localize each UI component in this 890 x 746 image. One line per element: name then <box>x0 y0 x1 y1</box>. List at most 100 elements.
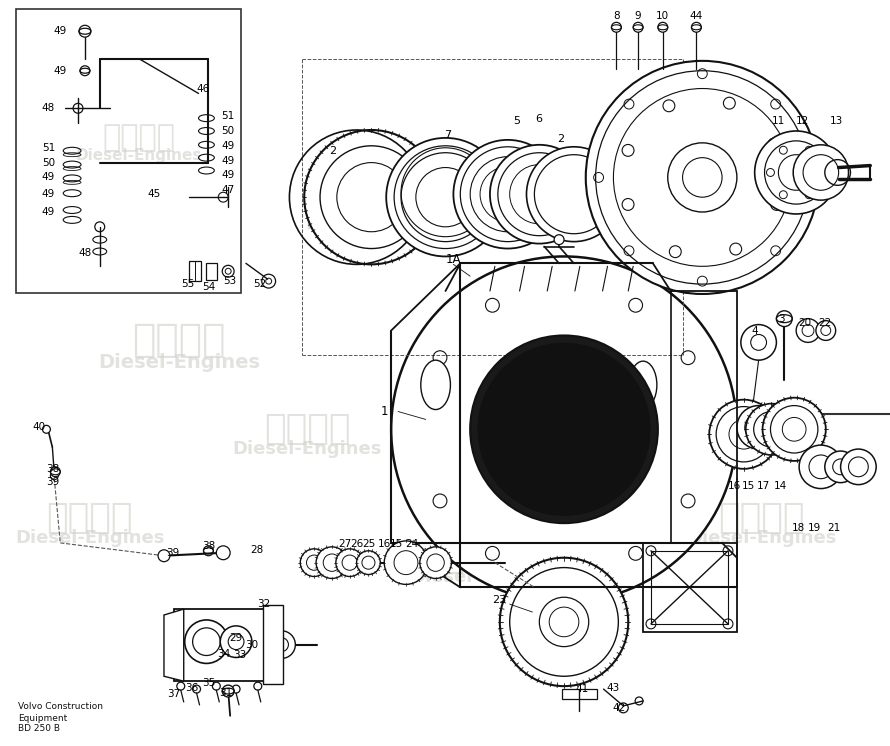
Circle shape <box>692 22 701 32</box>
Circle shape <box>192 685 200 693</box>
Circle shape <box>254 682 262 690</box>
Text: 51: 51 <box>42 142 55 153</box>
Bar <box>16 10 241 293</box>
Text: 9: 9 <box>635 11 642 22</box>
Text: Diesel-Engines: Diesel-Engines <box>305 214 467 233</box>
Text: Diesel-Engines: Diesel-Engines <box>98 353 260 372</box>
Text: 48: 48 <box>42 103 55 113</box>
Text: 43: 43 <box>607 683 620 693</box>
Text: 49: 49 <box>53 26 67 37</box>
Circle shape <box>500 558 628 686</box>
Text: Diesel-Engines: Diesel-Engines <box>522 195 684 213</box>
Text: 1A: 1A <box>446 253 461 266</box>
Text: 22: 22 <box>818 318 831 327</box>
Circle shape <box>221 626 252 657</box>
Text: 紫发动力: 紫发动力 <box>102 123 176 152</box>
Circle shape <box>43 425 51 433</box>
Text: 2: 2 <box>557 134 564 144</box>
Circle shape <box>737 406 781 449</box>
Text: 紫发动力: 紫发动力 <box>441 541 529 574</box>
Text: Diesel-Engines: Diesel-Engines <box>410 568 560 586</box>
Circle shape <box>841 449 876 485</box>
Circle shape <box>586 61 819 294</box>
Bar <box>562 689 596 699</box>
Circle shape <box>633 22 643 32</box>
Circle shape <box>470 336 658 523</box>
Circle shape <box>740 325 776 360</box>
Text: Diesel-Engines: Diesel-Engines <box>542 432 704 451</box>
Circle shape <box>185 620 228 663</box>
Text: 紫发动力: 紫发动力 <box>557 163 651 201</box>
Text: 10: 10 <box>656 11 669 22</box>
Polygon shape <box>263 605 282 684</box>
Text: 15: 15 <box>390 539 403 549</box>
Text: 紫发动力: 紫发动力 <box>46 501 134 535</box>
Text: 20: 20 <box>798 318 812 327</box>
Circle shape <box>232 685 240 693</box>
Circle shape <box>216 546 231 560</box>
Text: 49: 49 <box>42 207 55 217</box>
Text: 48: 48 <box>78 248 92 258</box>
Text: 紫发动力: 紫发动力 <box>718 501 805 535</box>
Text: 5: 5 <box>514 116 520 126</box>
Text: 37: 37 <box>167 689 181 699</box>
Text: Diesel-Engines: Diesel-Engines <box>687 529 837 547</box>
Bar <box>189 261 200 281</box>
Circle shape <box>799 445 843 489</box>
Text: 16: 16 <box>728 480 741 491</box>
Text: 47: 47 <box>222 185 235 195</box>
Wedge shape <box>401 153 453 242</box>
Text: 14: 14 <box>773 480 787 491</box>
Text: 16: 16 <box>377 539 391 549</box>
Text: 31: 31 <box>220 688 233 698</box>
Text: 19: 19 <box>808 523 821 533</box>
Circle shape <box>776 311 792 327</box>
Bar <box>643 543 737 632</box>
Text: 26: 26 <box>350 539 363 549</box>
Text: 49: 49 <box>222 170 235 181</box>
Text: 18: 18 <box>791 523 805 533</box>
Text: 49: 49 <box>42 172 55 183</box>
Text: 52: 52 <box>253 279 266 289</box>
Text: 36: 36 <box>185 683 198 693</box>
Text: 32: 32 <box>257 599 271 609</box>
Text: 49: 49 <box>222 156 235 166</box>
Text: 13: 13 <box>830 116 844 126</box>
Circle shape <box>300 549 328 577</box>
Circle shape <box>336 549 363 577</box>
Text: 11: 11 <box>772 116 785 126</box>
Text: 49: 49 <box>42 189 55 199</box>
Text: 49: 49 <box>222 141 235 151</box>
Bar <box>206 263 217 280</box>
Text: 29: 29 <box>230 633 243 643</box>
Text: 46: 46 <box>197 84 210 93</box>
Text: 51: 51 <box>222 111 235 121</box>
Polygon shape <box>174 609 268 681</box>
Ellipse shape <box>421 360 450 410</box>
Circle shape <box>158 550 170 562</box>
Circle shape <box>793 145 848 200</box>
Text: 紫发动力: 紫发动力 <box>339 183 433 221</box>
Polygon shape <box>164 609 183 681</box>
Circle shape <box>816 321 836 340</box>
Text: 6: 6 <box>535 114 542 124</box>
Text: 38: 38 <box>45 464 59 474</box>
Circle shape <box>177 682 185 690</box>
Text: 紫发动力: 紫发动力 <box>577 401 670 439</box>
Text: 44: 44 <box>690 11 703 22</box>
Text: 28: 28 <box>250 545 263 555</box>
Text: 39: 39 <box>166 548 180 558</box>
Text: 23: 23 <box>492 595 506 605</box>
Circle shape <box>453 140 562 248</box>
Text: 53: 53 <box>223 276 237 286</box>
Text: 41: 41 <box>575 684 588 694</box>
Text: 45: 45 <box>148 189 161 199</box>
Circle shape <box>268 631 295 659</box>
Circle shape <box>554 235 564 245</box>
Text: BD 250 B: BD 250 B <box>18 724 60 733</box>
Ellipse shape <box>571 474 606 502</box>
Text: 33: 33 <box>233 650 247 659</box>
Text: 15: 15 <box>742 480 756 491</box>
Text: 7: 7 <box>444 130 451 140</box>
Text: 42: 42 <box>612 703 626 713</box>
